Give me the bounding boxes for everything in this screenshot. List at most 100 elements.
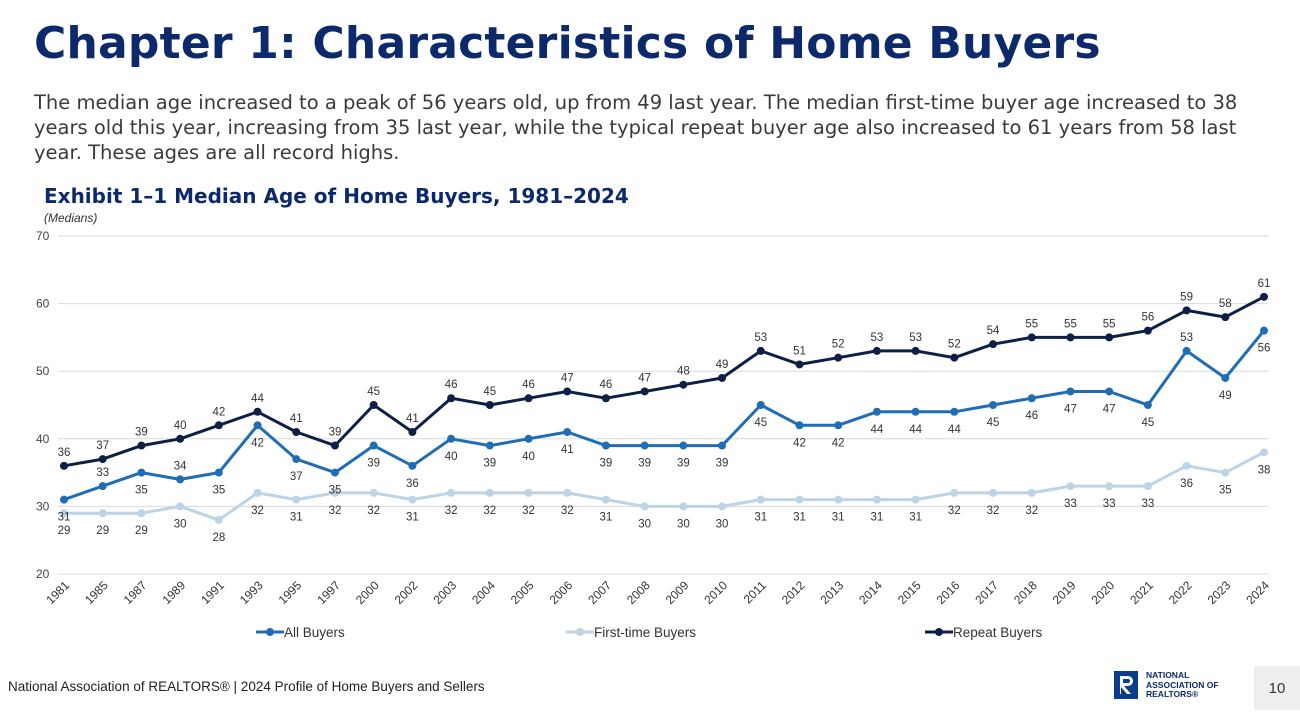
data-label: 61 [1258,278,1271,290]
data-point [524,434,533,443]
data-point [640,502,649,511]
y-tick-label: 40 [36,432,50,446]
data-point [1027,394,1036,403]
data-label: 39 [135,427,148,439]
data-point [795,421,804,430]
data-point [1066,482,1075,491]
y-tick-label: 20 [36,567,50,581]
x-tick-label: 2014 [856,578,885,607]
data-point [98,482,107,491]
data-point [679,441,688,450]
data-point [330,441,339,450]
data-point [253,488,262,497]
data-label: 36 [1180,478,1193,490]
x-tick-label: 2008 [624,578,653,607]
x-tick-label: 2018 [1011,578,1040,607]
x-tick-label: 2022 [1166,578,1195,607]
data-label: 32 [329,505,342,517]
data-label: 33 [1064,498,1077,510]
x-tick-label: 1989 [159,578,188,607]
data-point [1143,326,1152,335]
data-label: 31 [754,512,767,524]
legend-label: First-time Buyers [594,625,696,640]
data-point [679,502,688,511]
data-point [330,468,339,477]
data-label: 32 [987,505,1000,517]
data-label: 31 [871,512,884,524]
chart-title: Exhibit 1–1 Median Age of Home Buyers, 1… [44,184,629,208]
data-point [950,407,959,416]
data-label: 32 [367,505,380,517]
x-tick-label: 2012 [779,578,808,607]
data-label: 41 [561,444,574,456]
data-point [872,346,881,355]
data-label: 53 [1180,332,1193,344]
data-label: 31 [406,512,419,524]
data-point [1027,333,1036,342]
data-point [60,495,68,504]
x-tick-label: 2019 [1050,578,1079,607]
data-label: 47 [561,372,574,384]
data-label: 46 [445,379,458,391]
data-point [214,468,223,477]
data-label: 45 [367,386,380,398]
data-point [1260,326,1268,335]
data-label: 36 [58,447,71,459]
data-point [795,495,804,504]
data-point [292,428,301,437]
data-point [485,401,494,409]
nar-logo: NATIONAL ASSOCIATION OF REALTORS® [1114,670,1246,700]
y-tick-label: 30 [36,499,50,513]
data-label: 35 [329,485,342,497]
data-label: 45 [1141,417,1154,429]
data-point [1260,292,1268,301]
x-tick-label: 2009 [663,578,692,607]
x-tick-label: 1991 [198,578,227,607]
data-point [718,502,727,511]
data-point [524,394,533,403]
data-label: 39 [716,458,729,470]
data-point [1182,306,1191,315]
data-point [292,455,301,464]
data-point [1143,401,1152,409]
data-point [950,488,959,497]
data-label: 39 [367,458,380,470]
data-label: 42 [832,437,845,449]
data-label: 46 [522,379,535,391]
data-label: 52 [832,339,845,351]
chart-subtitle: (Medians) [44,211,98,225]
data-label: 45 [483,386,496,398]
data-point [524,488,533,497]
data-point [640,387,649,396]
data-label: 33 [96,467,109,479]
data-point [137,468,146,477]
data-label: 32 [522,505,535,517]
data-label: 31 [832,512,845,524]
data-point [989,340,998,349]
data-point [601,495,610,504]
data-label: 32 [251,505,264,517]
data-label: 59 [1180,291,1193,303]
data-label: 35 [1219,485,1232,497]
data-point [834,495,843,504]
x-tick-label: 1997 [314,578,343,607]
data-label: 33 [1141,498,1154,510]
data-label: 54 [987,325,1000,337]
data-label: 42 [212,406,225,418]
data-label: 32 [561,505,574,517]
data-point [989,401,998,409]
x-tick-label: 1993 [237,578,266,607]
data-point [601,441,610,450]
x-tick-label: 1987 [121,578,150,607]
data-label: 40 [445,451,458,463]
data-point [214,421,223,430]
data-label: 46 [600,379,613,391]
data-point [1182,461,1191,470]
data-label: 40 [174,420,187,432]
data-label: 32 [948,505,961,517]
data-label: 36 [406,478,419,490]
data-label: 41 [290,413,303,425]
data-label: 55 [1103,318,1116,330]
data-label: 31 [793,512,806,524]
data-label: 44 [871,424,884,436]
